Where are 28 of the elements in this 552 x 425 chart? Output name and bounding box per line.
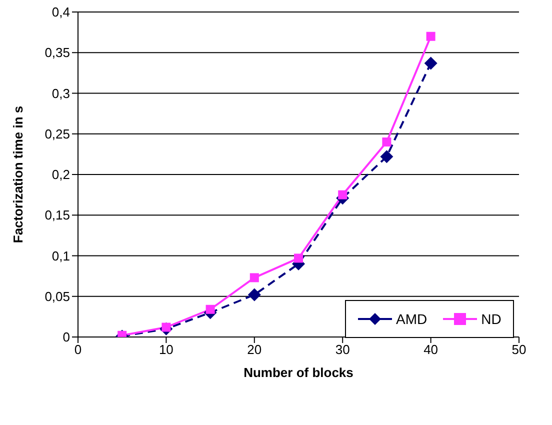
point <box>380 150 394 164</box>
x-axis-title: Number of blocks <box>244 365 354 380</box>
y-tick-label: 0,25 <box>44 126 70 142</box>
legend-label: ND <box>481 311 502 327</box>
legend-label: AMD <box>396 311 428 327</box>
y-tick-label: 0,3 <box>52 86 70 101</box>
y-tick-label: 0 <box>62 330 70 345</box>
y-axis-title: Factorization time in s <box>10 106 26 244</box>
y-tick-label: 0,15 <box>44 208 70 223</box>
point <box>426 32 436 41</box>
point <box>250 273 259 282</box>
y-tick-label: 0,1 <box>52 248 70 264</box>
y-tick-label: 0,4 <box>52 4 70 20</box>
x-tick-label: 10 <box>158 342 174 358</box>
y-tick-label: 0,35 <box>44 45 70 60</box>
point <box>206 304 215 314</box>
x-tick-label: 20 <box>247 342 262 358</box>
y-tick-label: 0,05 <box>44 288 70 304</box>
x-tick-label: 50 <box>512 342 526 358</box>
x-tick-label: 30 <box>335 342 350 358</box>
point <box>382 138 392 146</box>
point <box>338 190 348 200</box>
point <box>424 56 438 70</box>
point <box>248 288 261 302</box>
x-tick-label: 40 <box>424 342 438 358</box>
x-tick-label: 0 <box>74 342 82 358</box>
point <box>294 254 303 263</box>
y-tick-label: 0,2 <box>52 167 70 182</box>
